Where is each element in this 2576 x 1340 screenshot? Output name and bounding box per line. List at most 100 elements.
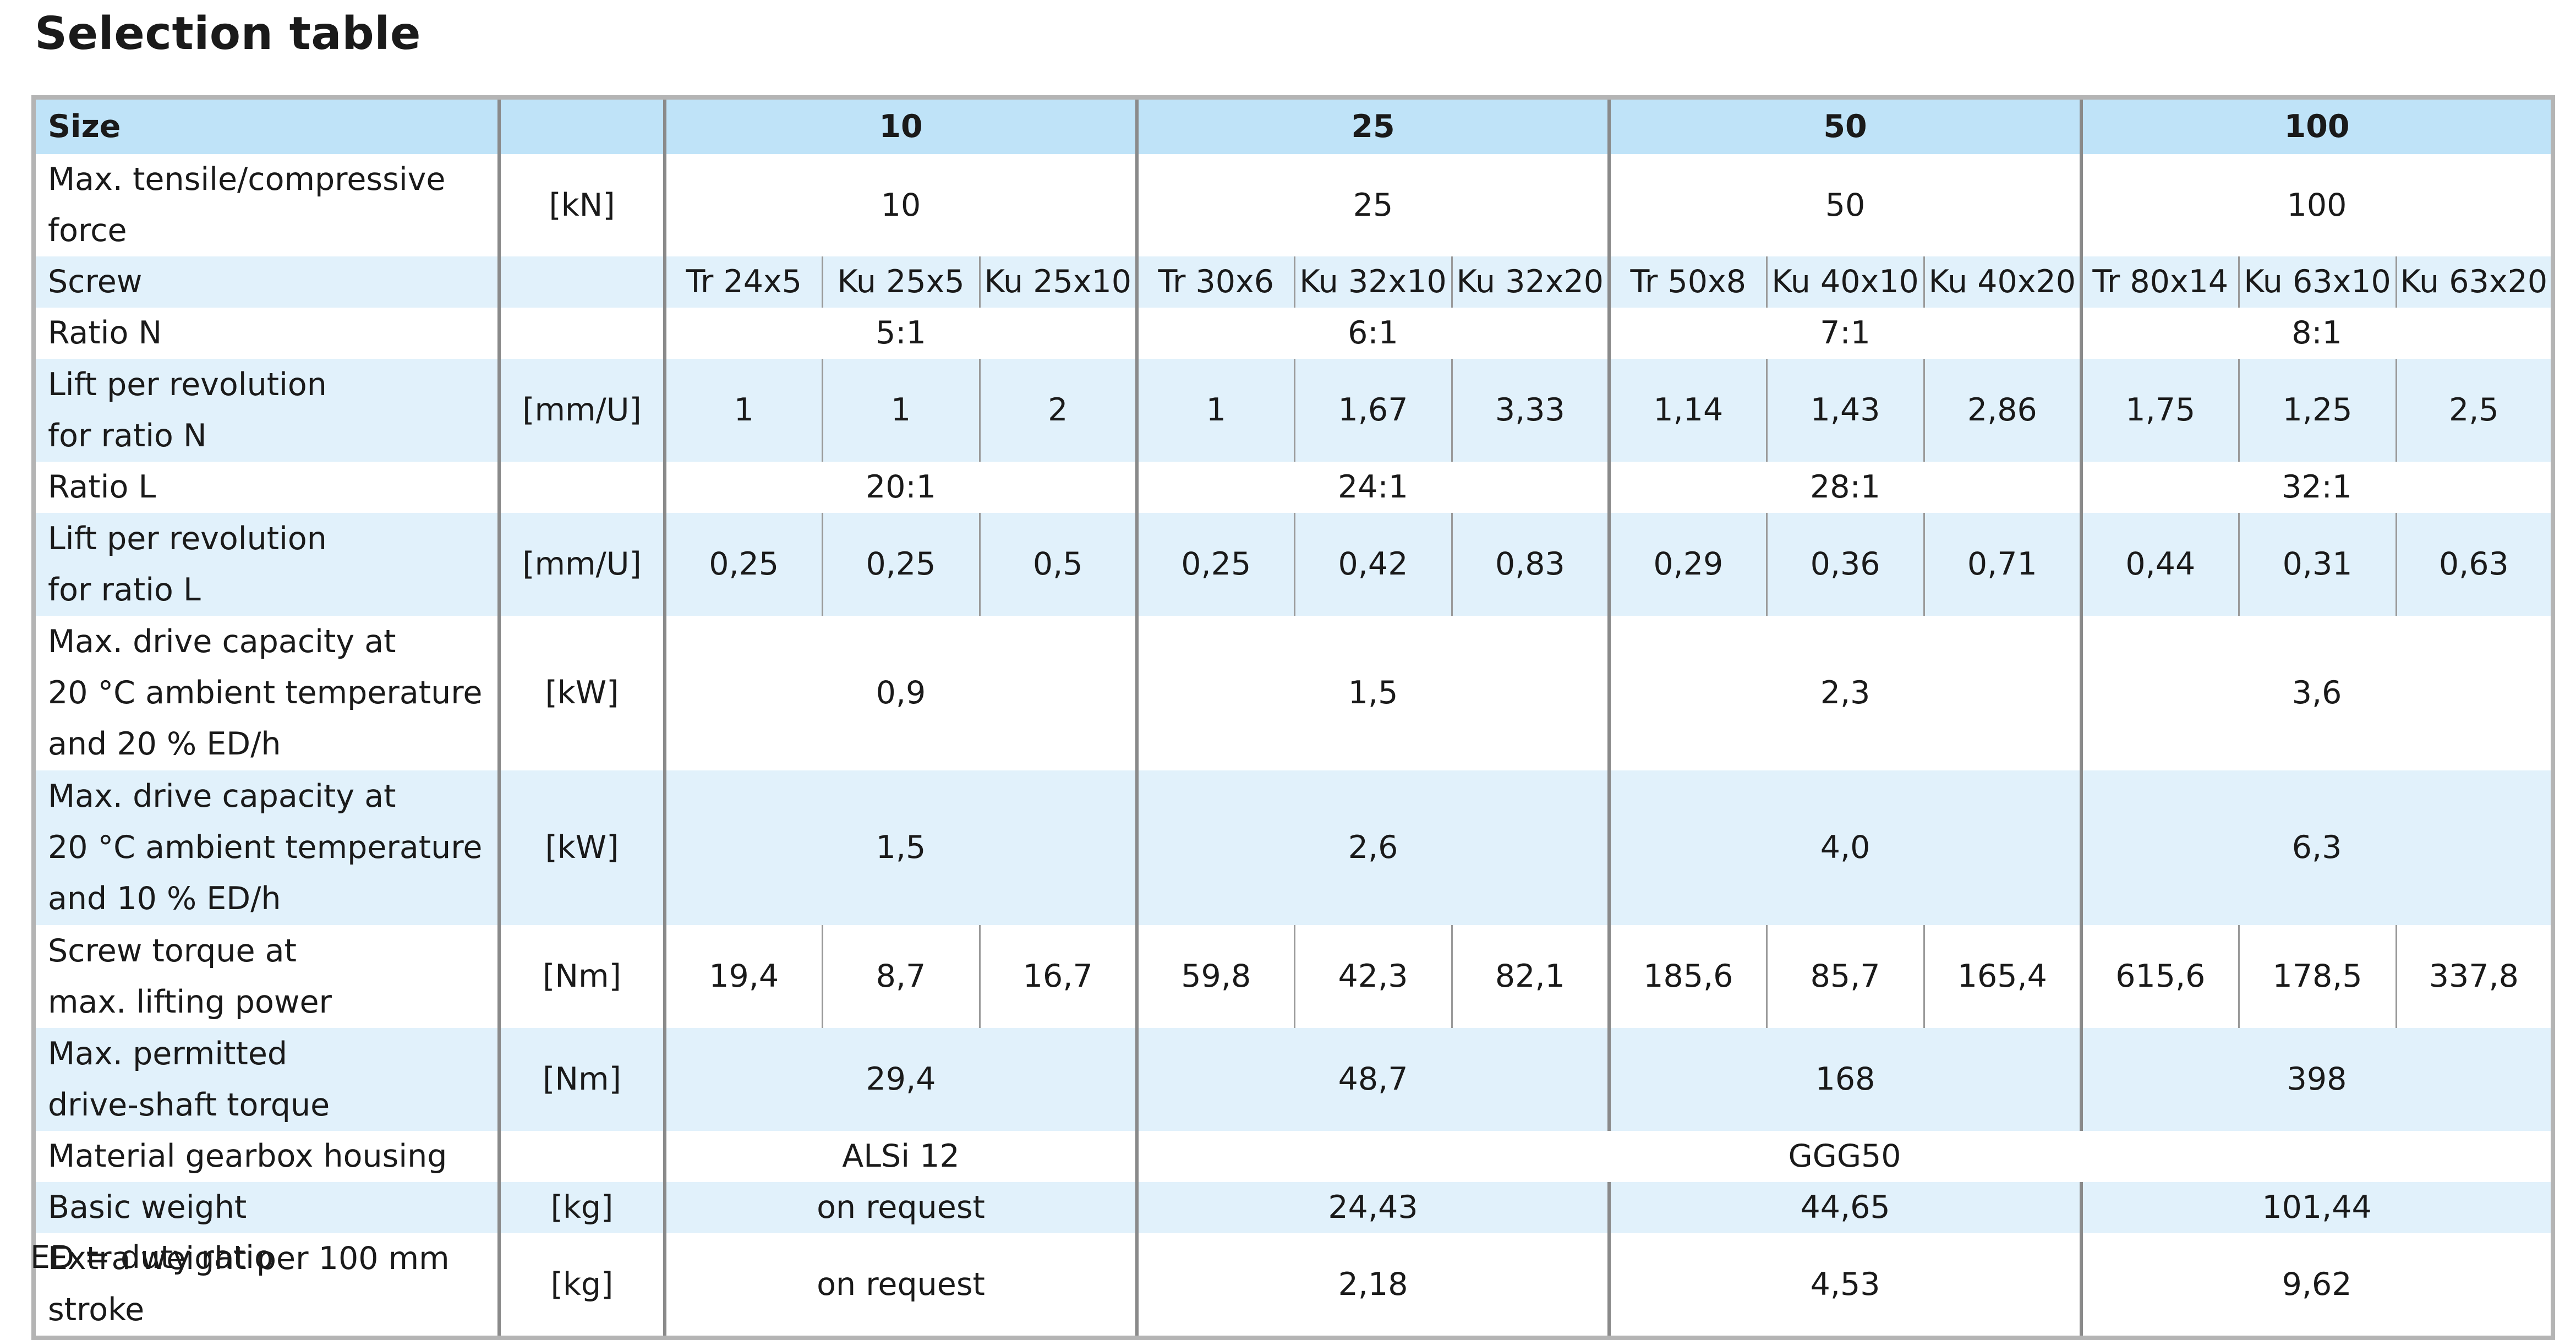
- row-label: Max. drive capacity at 20 °C ambient temp…: [34, 616, 499, 770]
- table-cell: 2,3: [1607, 616, 2082, 770]
- table-cell: 19,4: [663, 925, 822, 1028]
- table-cell: 165,4: [1923, 925, 2082, 1028]
- row-unit: [mm/U]: [497, 513, 665, 616]
- table-cell: 0,36: [1765, 513, 1924, 616]
- row-unit: [Nm]: [497, 1028, 665, 1131]
- table-cell: 1,5: [1135, 616, 1610, 770]
- table-row-screw: Screw Tr 24x5 Ku 25x5 Ku 25x10 Tr 30x6 K…: [34, 256, 2553, 308]
- table-cell: 50: [1607, 154, 2082, 256]
- table-row-ratio-n: Ratio N 5:1 6:1 7:1 8:1: [34, 308, 2553, 359]
- table-cell: 1: [821, 359, 980, 462]
- table-row-extra-weight: Extra weight per 100 mm stroke [kg] on r…: [34, 1233, 2553, 1338]
- table-row-basic-weight: Basic weight [kg] on request 24,43 44,65…: [34, 1182, 2553, 1233]
- row-label: Basic weight: [34, 1182, 499, 1233]
- row-unit: [497, 1131, 665, 1182]
- table-cell: 2,86: [1923, 359, 2082, 462]
- row-label: Max. tensile/compressive force: [34, 154, 499, 256]
- row-label: Max. permitted drive-shaft torque: [34, 1028, 499, 1131]
- table-cell: Tr 50x8: [1607, 256, 1767, 308]
- table-cell: 0,71: [1923, 513, 2082, 616]
- table-cell: GGG50: [1135, 1131, 2553, 1182]
- table-cell: on request: [663, 1182, 1137, 1233]
- table-cell: 8,7: [821, 925, 980, 1028]
- table-cell: 0,5: [978, 513, 1137, 616]
- row-label-line: for ratio L: [48, 571, 201, 608]
- footnote: ED = duty ratio: [30, 1239, 274, 1276]
- page-title: Selection table: [35, 8, 422, 60]
- table-row-screw-torque: Screw torque at max. lifting power [Nm] 1…: [34, 925, 2553, 1028]
- table-cell: 1,75: [2080, 359, 2239, 462]
- row-label-line: Max. drive capacity at: [48, 778, 396, 814]
- row-label-line: Lift per revolution: [48, 366, 327, 403]
- table-cell: 6,3: [2080, 770, 2553, 925]
- row-label: Max. drive capacity at 20 °C ambient temp…: [34, 770, 499, 925]
- table-cell: 100: [2080, 154, 2553, 256]
- table-cell: 1,25: [2238, 359, 2397, 462]
- row-label-line: Screw torque at: [48, 932, 297, 969]
- row-label-line: Max. permitted: [48, 1035, 288, 1072]
- table-cell: 0,31: [2238, 513, 2397, 616]
- row-label: Lift per revolution for ratio N: [34, 359, 499, 462]
- table-cell: 42,3: [1293, 925, 1452, 1028]
- row-unit: [kg]: [497, 1182, 665, 1233]
- row-unit: [kW]: [497, 770, 665, 925]
- table-row-lift-n: Lift per revolution for ratio N [mm/U] 1 …: [34, 359, 2553, 462]
- table-cell: Ku 40x20: [1923, 256, 2082, 308]
- row-unit: [Nm]: [497, 925, 665, 1028]
- size-100-header: 100: [2080, 97, 2553, 154]
- row-unit: [kW]: [497, 616, 665, 770]
- size-25-header: 25: [1135, 97, 1610, 154]
- row-label-line: Lift per revolution: [48, 520, 327, 557]
- table-cell: 0,44: [2080, 513, 2239, 616]
- selection-table: Size 10 25 50 100 Max. tensile/compressi…: [31, 95, 2556, 1340]
- table-cell: 24:1: [1135, 462, 1610, 513]
- row-label-line: and 10 % ED/h: [48, 880, 281, 917]
- row-label: Ratio L: [34, 462, 499, 513]
- table-row-force: Max. tensile/compressive force [kN] 10 2…: [34, 154, 2553, 256]
- table-cell: 1: [1135, 359, 1295, 462]
- table-cell: Tr 30x6: [1135, 256, 1295, 308]
- table-cell: 8:1: [2080, 308, 2553, 359]
- table-cell: 3,33: [1451, 359, 1610, 462]
- row-unit: [kN]: [497, 154, 665, 256]
- table-cell: 2,5: [2395, 359, 2553, 462]
- table-cell: 1,14: [1607, 359, 1767, 462]
- table-cell: Ku 63x20: [2395, 256, 2553, 308]
- table-cell: 0,29: [1607, 513, 1767, 616]
- table-cell: 2: [978, 359, 1137, 462]
- table-cell: 5:1: [663, 308, 1137, 359]
- table-row-ratio-l: Ratio L 20:1 24:1 28:1 32:1: [34, 462, 2553, 513]
- size-50-header: 50: [1607, 97, 2082, 154]
- table-cell: Tr 24x5: [663, 256, 822, 308]
- table-cell: 1: [663, 359, 822, 462]
- row-label: Screw torque at max. lifting power: [34, 925, 499, 1028]
- table-cell: on request: [663, 1233, 1137, 1338]
- table-cell: 25: [1135, 154, 1610, 256]
- row-label-line: drive-shaft torque: [48, 1086, 330, 1123]
- table-cell: 398: [2080, 1028, 2553, 1131]
- table-cell: 82,1: [1451, 925, 1610, 1028]
- table-cell: 16,7: [978, 925, 1137, 1028]
- table-cell: 32:1: [2080, 462, 2553, 513]
- table-cell: 20:1: [663, 462, 1137, 513]
- table-row-size: Size 10 25 50 100: [34, 97, 2553, 154]
- table-cell: Ku 32x20: [1451, 256, 1610, 308]
- table-cell: 2,6: [1135, 770, 1610, 925]
- table-row-drive-capacity-10: Max. drive capacity at 20 °C ambient temp…: [34, 770, 2553, 925]
- table-row-material: Material gearbox housing ALSi 12 GGG50: [34, 1131, 2553, 1182]
- table-cell: 28:1: [1607, 462, 2082, 513]
- size-10-header: 10: [663, 97, 1137, 154]
- table-cell: 7:1: [1607, 308, 2082, 359]
- table-cell: 59,8: [1135, 925, 1295, 1028]
- table-cell: 85,7: [1765, 925, 1924, 1028]
- table-cell: 168: [1607, 1028, 2082, 1131]
- table-cell: 9,62: [2080, 1233, 2553, 1338]
- table-cell: 2,18: [1135, 1233, 1610, 1338]
- table-cell: 0,42: [1293, 513, 1452, 616]
- row-label-line: and 20 % ED/h: [48, 726, 281, 762]
- table-cell: 101,44: [2080, 1182, 2553, 1233]
- table-cell: 0,9: [663, 616, 1137, 770]
- table-cell: 48,7: [1135, 1028, 1610, 1131]
- row-unit: [kg]: [497, 1233, 665, 1338]
- table-row-shaft-torque: Max. permitted drive-shaft torque [Nm] 29…: [34, 1028, 2553, 1131]
